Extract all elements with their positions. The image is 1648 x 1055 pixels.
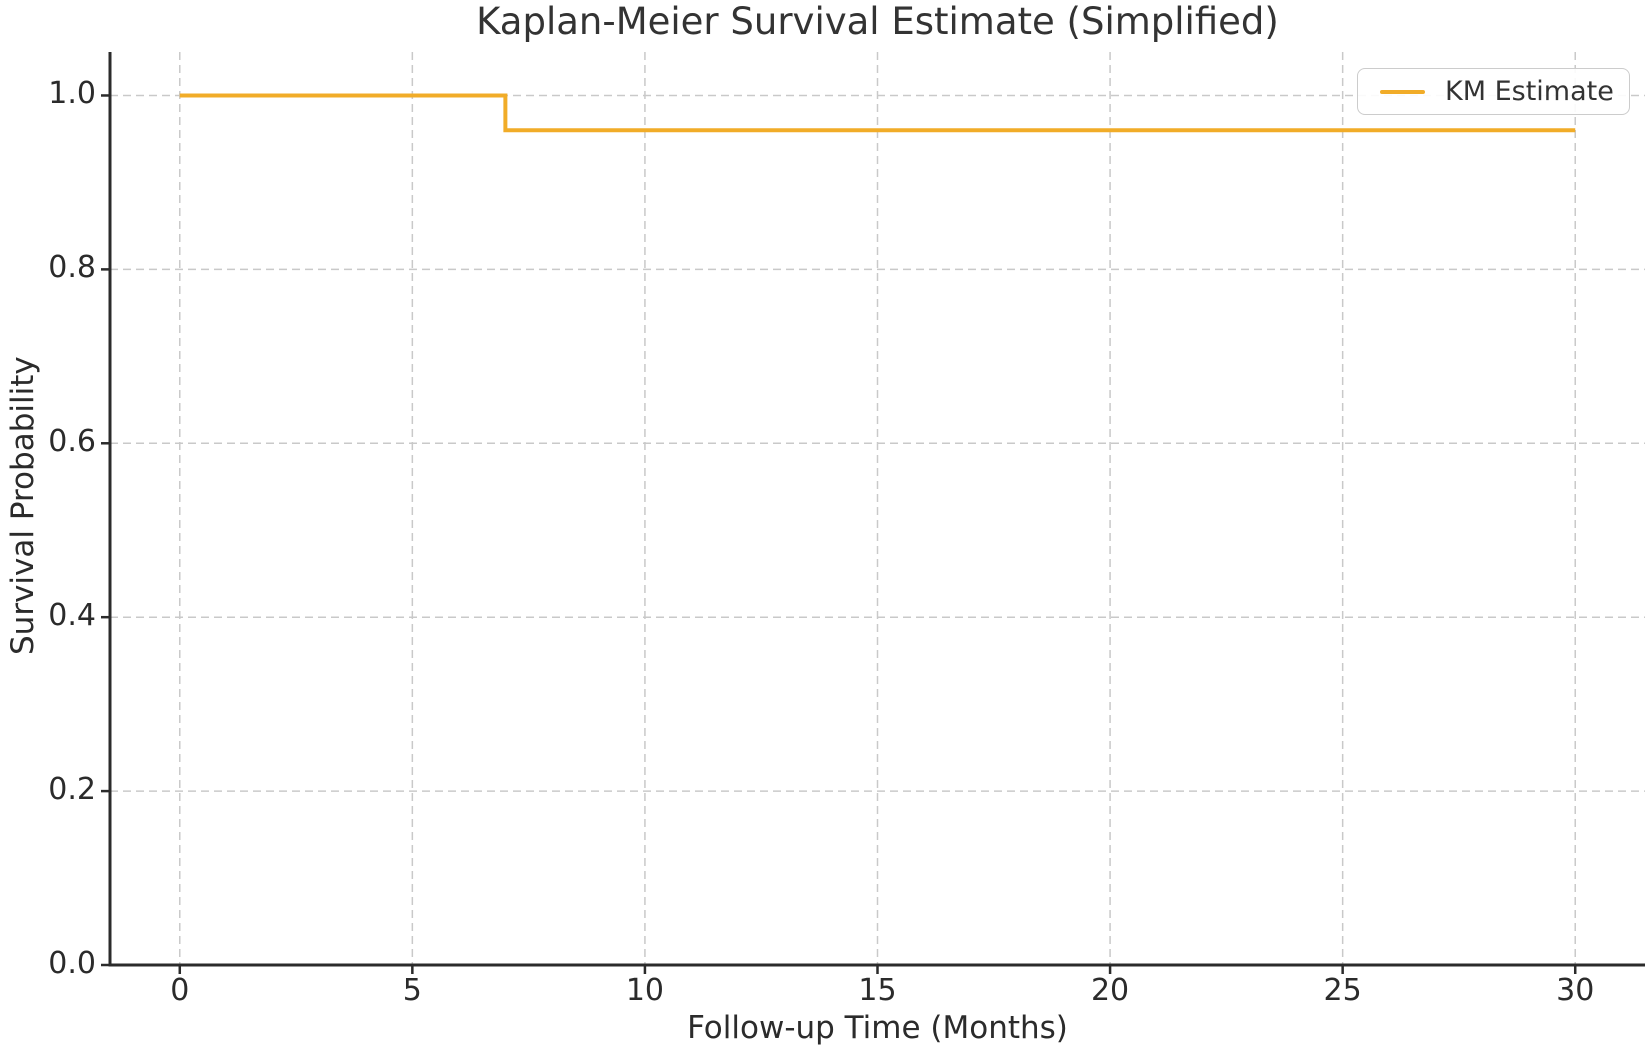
x-axis-label: Follow-up Time (Months) <box>687 1010 1068 1046</box>
x-tick-label: 25 <box>1323 973 1362 1008</box>
y-tick-label: 0.4 <box>48 598 96 634</box>
x-tick-label: 30 <box>1556 973 1595 1008</box>
legend-line-swatch <box>1380 89 1425 94</box>
y-tick-label: 0.0 <box>48 946 96 981</box>
x-tick-label: 5 <box>402 973 422 1008</box>
x-tick-label: 10 <box>625 973 665 1008</box>
legend-label: KM Estimate <box>1445 76 1614 107</box>
y-tick-label: 0.6 <box>48 424 96 460</box>
y-tick-label: 0.8 <box>48 250 96 286</box>
x-tick-label: 0 <box>170 973 190 1008</box>
y-tick-label: 0.2 <box>48 772 96 808</box>
legend: KM Estimate <box>1357 68 1630 115</box>
x-tick-label: 15 <box>858 973 897 1008</box>
x-tick-label: 20 <box>1090 973 1130 1008</box>
km-survival-line <box>179 93 1576 133</box>
chart-title: Kaplan-Meier Survival Estimate (Simplifi… <box>476 0 1279 43</box>
y-tick-label: 1.0 <box>48 76 96 112</box>
